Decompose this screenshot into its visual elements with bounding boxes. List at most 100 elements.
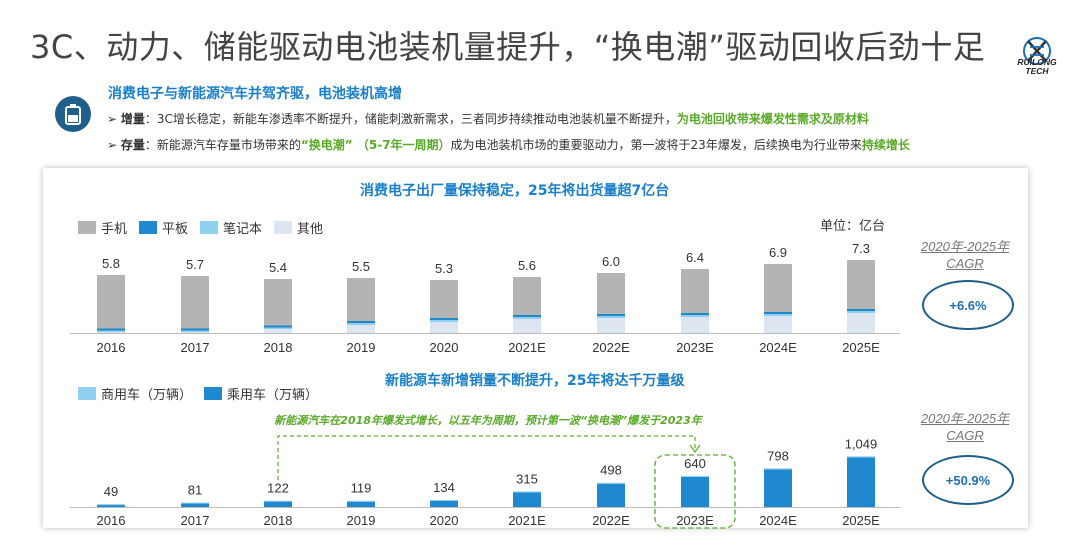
- x-tick-label: 2024E: [759, 340, 797, 355]
- chart2-title: 新能源车新增销量不断提升，25年将达千万量级: [385, 373, 685, 389]
- bar-手机-2020: [430, 280, 458, 318]
- x-tick-label: 2019: [347, 340, 376, 355]
- bar-商用车（万辆）-2023E: [681, 475, 709, 477]
- data-label: 6.4: [686, 250, 704, 265]
- section-subtitle: 消费电子与新能源汽车并驾齐驱，电池装机高增: [108, 86, 402, 102]
- logo-text: RUILONG TECH: [1003, 58, 1071, 76]
- bar-平板-2023E: [681, 313, 709, 315]
- x-tick-label: 2021E: [508, 513, 546, 528]
- bar-平板-2020: [430, 318, 458, 320]
- bar-其他-2016: [97, 332, 125, 333]
- bar-其他-2022E: [597, 318, 625, 333]
- x-tick-label: 2023E: [676, 340, 714, 355]
- bullet1-highlight: 为电池回收带来爆发性需求及原材料: [676, 112, 869, 126]
- data-label: 498: [600, 463, 622, 478]
- logo-line2: TECH: [1025, 66, 1049, 76]
- x-tick-label: 2022E: [592, 340, 630, 355]
- bar-商用车（万辆）-2019: [347, 500, 375, 502]
- data-label: 5.4: [269, 260, 287, 275]
- bar-笔记本-2021E: [513, 317, 541, 319]
- x-tick-label: 2025E: [842, 340, 880, 355]
- bar-手机-2024E: [764, 264, 792, 312]
- bar-笔记本-2025E: [847, 311, 875, 313]
- cagr-label-line1: 2020年-2025年: [920, 411, 1010, 426]
- bar-其他-2023E: [681, 317, 709, 333]
- chart2-bars: 49 2016 81 2017 122 2018 119 2019 134 2020 315 2021…: [70, 414, 900, 529]
- cagr-label-line1: 2020年-2025年: [920, 239, 1010, 254]
- data-label: 49: [104, 484, 118, 499]
- bar-手机-2025E: [847, 260, 875, 309]
- bar-乘用车（万辆）-2018: [264, 501, 292, 507]
- bullet2-highlight2: 持续增长: [861, 138, 910, 152]
- bullet-increment: ➢ 增量：3C增长稳定，新能车渗透率不断提升，储能刺激新需求，三者同步持续推动电…: [107, 110, 869, 127]
- bar-笔记本-2017: [181, 330, 209, 332]
- bar-其他-2020: [430, 322, 458, 333]
- chart2-cagr-value: +50.9%: [922, 455, 1014, 505]
- bar-商用车（万辆）-2016: [97, 504, 125, 506]
- x-tick-label: 2016: [97, 340, 126, 355]
- legend-item-passenger: 乘用车（万辆）: [204, 384, 318, 403]
- data-label: 81: [188, 483, 202, 498]
- chart2-cagr-label: 2020年-2025年 CAGR: [910, 410, 1020, 444]
- legend-label: 其他: [297, 222, 324, 237]
- bar-乘用车（万辆）-2021E: [513, 492, 541, 507]
- bar-其他-2021E: [513, 319, 541, 333]
- bar-手机-2017: [181, 276, 209, 329]
- bar-商用车（万辆）-2017: [181, 502, 209, 504]
- battery-icon: [55, 96, 91, 132]
- annotation-arrow: [689, 444, 701, 454]
- bar-平板-2024E: [764, 312, 792, 314]
- bar-乘用车（万辆）-2025E: [847, 457, 875, 507]
- bar-平板-2016: [97, 328, 125, 331]
- bar-平板-2021E: [513, 315, 541, 317]
- data-label: 640: [684, 456, 706, 471]
- bullet2-text1: ：新能源汽车存量市场带来的: [144, 138, 301, 152]
- data-label: 6.0: [602, 254, 620, 269]
- annotation-text: 新能源汽车在2018年爆发式增长，以五年为周期，预计第一波“换电潮”爆发于202…: [274, 414, 703, 427]
- data-label: 5.7: [186, 257, 204, 272]
- legend-item-other: 其他: [274, 218, 323, 237]
- bullet1-label: 增量: [120, 112, 145, 126]
- legend-item-phone: 手机: [78, 218, 127, 237]
- data-label: 134: [433, 480, 455, 495]
- bar-笔记本-2023E: [681, 315, 709, 317]
- x-tick-label: 2024E: [759, 513, 797, 528]
- data-label: 5.5: [352, 259, 370, 274]
- bar-平板-2018: [264, 325, 292, 328]
- bar-乘用车（万辆）-2023E: [681, 476, 709, 507]
- chart2-legend: 商用车（万辆） 乘用车（万辆）: [78, 384, 330, 403]
- bar-平板-2022E: [597, 314, 625, 316]
- data-label: 6.9: [769, 245, 787, 260]
- x-tick-label: 2018: [264, 513, 293, 528]
- data-label: 5.8: [102, 256, 120, 271]
- data-label: 119: [351, 481, 372, 496]
- bar-其他-2019: [347, 325, 375, 333]
- bar-笔记本-2019: [347, 323, 375, 325]
- x-tick-label: 2017: [181, 340, 210, 355]
- bar-平板-2019: [347, 321, 375, 323]
- data-label: 7.3: [852, 241, 870, 256]
- x-tick-label: 2023E: [676, 513, 714, 528]
- bullet2-label: 存量: [120, 138, 145, 152]
- chart1-title: 消费电子出厂量保持稳定，25年将出货量超7亿台: [360, 183, 670, 199]
- chart1-cagr-label: 2020年-2025年 CAGR: [910, 238, 1020, 272]
- x-tick-label: 2019: [347, 513, 376, 528]
- bar-乘用车（万辆）-2024E: [764, 469, 792, 507]
- chart1-cagr-value: +6.6%: [922, 280, 1014, 330]
- x-tick-label: 2020: [430, 340, 459, 355]
- bar-手机-2023E: [681, 269, 709, 313]
- bar-笔记本-2016: [97, 330, 125, 332]
- bar-手机-2016: [97, 275, 125, 329]
- annotation-connector: [277, 435, 696, 480]
- logo-line1: RUILONG: [1017, 57, 1057, 67]
- cagr-label-line2: CAGR: [946, 428, 984, 443]
- data-label: 5.6: [518, 258, 536, 273]
- bullet2-text2: 成为电池装机市场的重要驱动力，第一波将于23年爆发，后续换电为行业带来: [450, 138, 862, 152]
- cagr-label-line2: CAGR: [946, 256, 984, 271]
- x-tick-label: 2017: [181, 513, 210, 528]
- legend-label: 手机: [101, 222, 128, 237]
- bar-商用车（万辆）-2022E: [597, 482, 625, 484]
- bar-手机-2019: [347, 278, 375, 321]
- bar-笔记本-2022E: [597, 316, 625, 318]
